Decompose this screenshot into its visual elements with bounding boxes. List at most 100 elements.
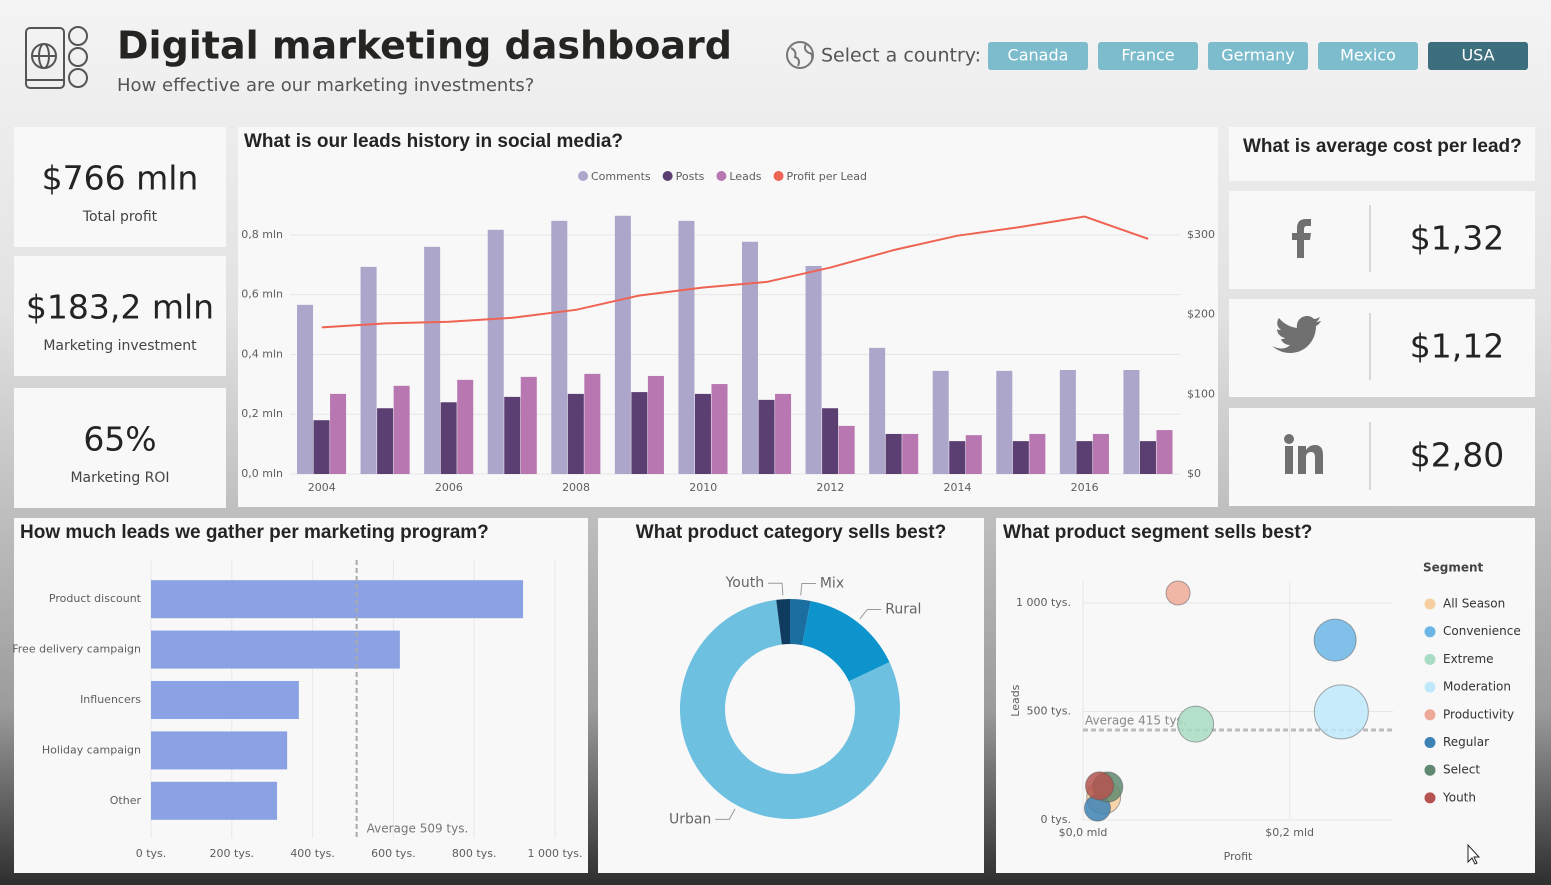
legend-marker — [716, 171, 727, 181]
chart-title: What is our leads history in social medi… — [244, 131, 623, 152]
x-tick-label: 0 tys. — [136, 847, 167, 860]
bar — [504, 396, 521, 474]
bar — [487, 229, 504, 474]
x-tick-label: 2014 — [944, 481, 972, 494]
legend-label: Moderation — [1443, 680, 1511, 694]
country-button-label[interactable]: France — [1121, 46, 1174, 65]
x-tick-label: 600 tys. — [371, 847, 416, 860]
bar — [151, 731, 288, 770]
bar — [151, 630, 400, 669]
legend-marker — [1424, 598, 1436, 610]
donut-segment — [790, 599, 811, 646]
x-tick-label: 800 tys. — [452, 847, 497, 860]
y-tick-label: Other — [110, 794, 142, 807]
country-button-label[interactable]: Canada — [1008, 46, 1069, 65]
bar — [1092, 433, 1109, 474]
average-label: Average 415 tys. — [1085, 713, 1187, 727]
country-button[interactable] — [988, 42, 1088, 70]
y-tick-label: 0,8 mln — [241, 228, 283, 241]
legend-marker — [1424, 653, 1436, 665]
subtitle: How effective are our marketing investme… — [117, 75, 534, 96]
y2-tick-label: $0 — [1187, 467, 1201, 480]
y-tick-label: 0 tys. — [1040, 813, 1071, 826]
legend-label: Convenience — [1443, 624, 1521, 638]
country-button-label[interactable]: Germany — [1221, 46, 1295, 65]
donut-segment — [776, 599, 790, 645]
legend-marker — [1424, 709, 1436, 721]
x-tick-label: 2010 — [689, 481, 717, 494]
legend-marker — [578, 171, 588, 181]
y-tick-label: 0,4 mln — [241, 347, 283, 360]
bar — [885, 433, 902, 474]
x-tick-label: 2016 — [1071, 481, 1099, 494]
bar — [520, 376, 537, 474]
bar — [1059, 369, 1076, 474]
legend-label: Posts — [676, 170, 705, 183]
legend-label: Youth — [1442, 790, 1476, 804]
bar — [393, 385, 410, 474]
bar — [869, 347, 886, 474]
cost-value: $1,12 — [1410, 327, 1504, 366]
country-button-label[interactable]: Mexico — [1340, 46, 1396, 65]
bar — [1123, 369, 1140, 474]
donut-label: Youth — [725, 575, 765, 591]
bar — [647, 375, 664, 474]
bar — [567, 393, 584, 474]
legend-marker — [1424, 626, 1436, 638]
bar — [741, 241, 759, 474]
legend-label: All Season — [1443, 597, 1505, 611]
legend-label: Profit per Lead — [787, 170, 867, 183]
bar — [296, 304, 314, 474]
legend-marker — [1424, 681, 1436, 693]
leader-line — [800, 583, 816, 596]
x-tick-label: 2008 — [562, 481, 590, 494]
y-tick-label: Holiday campaign — [42, 743, 141, 756]
bar — [1139, 441, 1156, 474]
country-button[interactable] — [1208, 42, 1308, 70]
bar — [551, 220, 568, 474]
country-button[interactable] — [1098, 42, 1198, 70]
legend-label: Regular — [1443, 735, 1489, 749]
bar — [313, 420, 330, 474]
kpi-label: Marketing investment — [43, 338, 197, 354]
kpi-value: $766 mln — [42, 159, 199, 198]
bar — [758, 399, 775, 474]
y-axis-label: Leads — [1009, 684, 1022, 716]
y-tick-label: 1 000 tys. — [1016, 596, 1071, 609]
cost-value: $1,32 — [1410, 219, 1504, 258]
country-button-label[interactable]: USA — [1461, 46, 1494, 65]
country-button[interactable] — [1318, 42, 1418, 70]
logo-icon — [25, 26, 88, 89]
bar — [711, 384, 728, 474]
bar — [457, 379, 474, 474]
bar — [932, 370, 949, 474]
legend-marker — [1424, 737, 1436, 748]
bar — [805, 265, 822, 474]
bar — [584, 373, 601, 474]
country-button[interactable] — [1428, 42, 1528, 70]
bar — [631, 392, 648, 474]
y2-tick-label: $100 — [1187, 387, 1215, 400]
social-icons — [1272, 219, 1323, 474]
leader-line — [715, 808, 736, 820]
bar — [996, 370, 1013, 474]
legend-label: Leads — [729, 170, 761, 183]
cursor — [1467, 843, 1481, 865]
legend-label: Extreme — [1443, 652, 1494, 666]
donut-segment — [679, 599, 900, 819]
bubble — [1177, 705, 1215, 743]
cost-title: What is average cost per lead? — [1243, 136, 1522, 157]
leader-line — [768, 582, 784, 596]
bubble — [1313, 684, 1369, 740]
bubble — [1313, 618, 1357, 662]
x-tick-label: 1 000 tys. — [527, 847, 582, 860]
bar — [151, 781, 278, 820]
leader-line — [859, 608, 882, 620]
bar — [330, 393, 347, 474]
donut-label: Urban — [669, 811, 711, 827]
legend-marker — [773, 171, 784, 181]
x-tick-label: 400 tys. — [290, 847, 335, 860]
legend-title: Segment — [1423, 561, 1484, 575]
bubble — [1085, 771, 1115, 801]
